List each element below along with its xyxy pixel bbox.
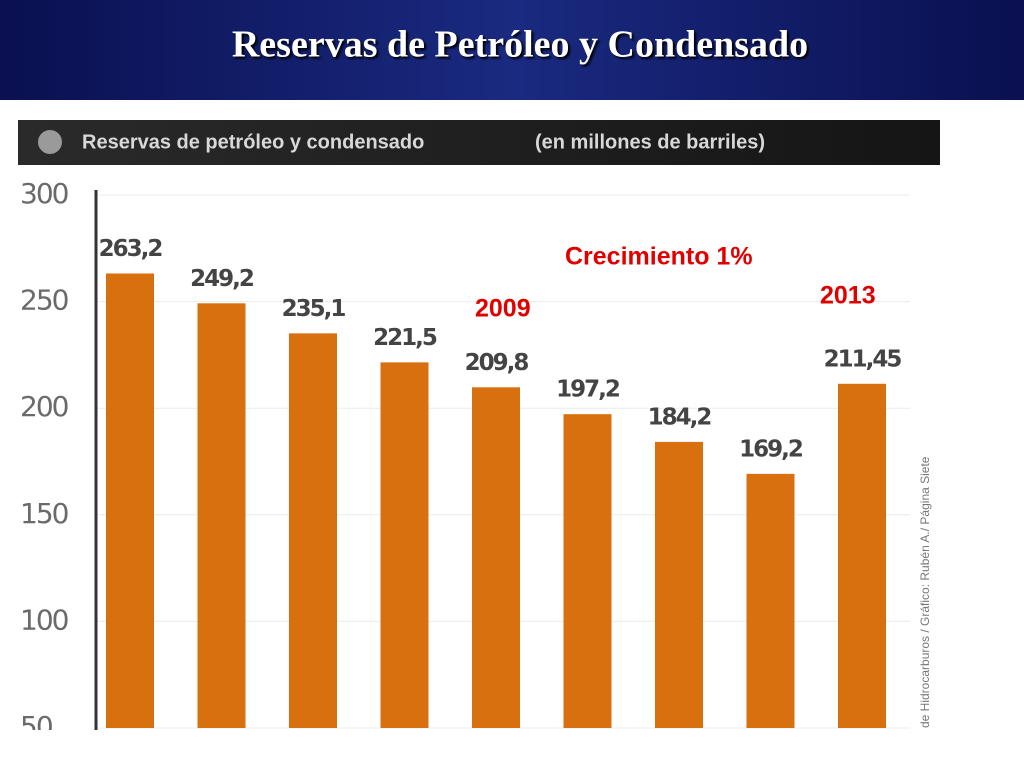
slide-title: Reservas de Petróleo y Condensado <box>232 24 808 66</box>
bar <box>655 441 703 728</box>
bar <box>197 303 246 728</box>
chart-title: Reservas de petróleo y condensado <box>82 131 424 153</box>
y-tick-label: 200 <box>20 390 68 423</box>
header-dot <box>38 130 62 154</box>
value-label: 184,2 <box>648 404 711 430</box>
annotation: 2009 <box>475 295 531 323</box>
annotation: 2013 <box>820 282 876 310</box>
bar <box>289 333 337 728</box>
value-label: 197,2 <box>556 377 619 403</box>
value-label: 235,1 <box>282 296 346 322</box>
y-tick-label: 100 <box>20 603 68 636</box>
header-band <box>0 0 1024 100</box>
bar <box>472 387 520 728</box>
value-label: 263,2 <box>99 236 162 262</box>
value-label: 169,2 <box>739 436 802 462</box>
chart-subtitle: (en millones de barriles) <box>535 131 765 153</box>
y-tick-label: 150 <box>20 497 68 530</box>
bar <box>838 383 886 728</box>
chart-header <box>18 120 940 165</box>
value-label: 209,8 <box>465 350 529 376</box>
plot: 50 100 150 200 250 300 <box>20 177 910 743</box>
bar <box>563 414 612 728</box>
annotation: Crecimiento 1% <box>565 243 753 271</box>
bar <box>380 362 429 728</box>
bar <box>106 273 154 728</box>
value-label: 221,5 <box>373 325 437 351</box>
source-note: de Hidrocarburos / Gráfico: Rubén A./ Pá… <box>918 456 932 728</box>
y-tick-label: 300 <box>20 177 68 210</box>
y-tick-label: 250 <box>20 284 68 317</box>
bar <box>746 473 795 728</box>
y-tick-label: 50 <box>20 710 52 743</box>
value-label: 211,45 <box>824 346 902 372</box>
value-label: 249,2 <box>190 266 253 292</box>
